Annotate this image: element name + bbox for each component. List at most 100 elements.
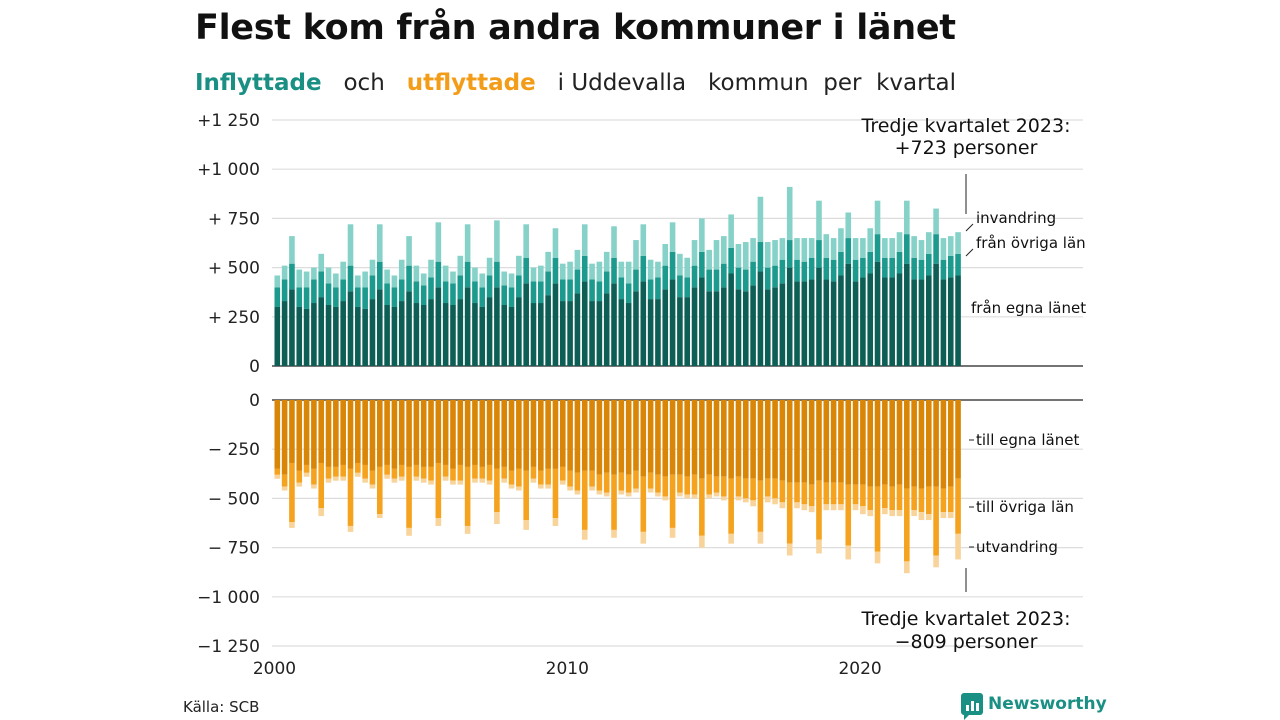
bar-out-egna (874, 400, 881, 487)
bar-out-egna (362, 400, 368, 465)
bar-out-egna (311, 400, 317, 469)
bar-in-egna (757, 271, 764, 366)
bar-in-invandring (713, 240, 720, 270)
bar-out-utvandring (538, 484, 544, 489)
bar-in-ovriga (933, 234, 939, 264)
bar-in-invandring (750, 238, 756, 262)
bar-out-utvandring (398, 476, 405, 481)
bar-out-egna (523, 400, 529, 471)
bar-in-invandring (625, 261, 632, 284)
subtitle-och: och (343, 70, 385, 96)
bar-in-invandring (508, 273, 515, 288)
bar-out-utvandring (889, 510, 895, 517)
bar-out-ovriga (442, 464, 449, 477)
bar-out-egna (530, 400, 537, 467)
bar-out-egna (816, 400, 822, 481)
bar-out-ovriga (281, 474, 288, 487)
bar-out-ovriga (896, 484, 903, 511)
bar-out-utvandring (794, 502, 800, 509)
bar-out-egna (808, 400, 815, 485)
bar-out-ovriga (794, 482, 800, 503)
bar-out-ovriga (845, 484, 852, 546)
bar-out-egna (464, 400, 471, 467)
bar-in-ovriga (538, 281, 544, 304)
bar-in-invandring (896, 232, 903, 252)
bar-out-utvandring (347, 525, 354, 532)
bar-in-invandring (596, 261, 603, 282)
bar-out-ovriga (479, 466, 486, 479)
bar-out-egna (904, 400, 910, 489)
bar-in-ovriga (552, 257, 559, 284)
bar-out-ovriga (911, 486, 917, 511)
bar-in-ovriga (677, 275, 683, 298)
bar-out-ovriga (625, 474, 632, 493)
bar-out-ovriga (764, 478, 771, 497)
bar-in-ovriga (955, 253, 961, 276)
newsworthy-logo[interactable]: Newsworthy (961, 693, 1107, 720)
bar-in-egna (728, 273, 734, 366)
bar-out-utvandring (808, 506, 815, 513)
bar-out-utvandring (779, 502, 786, 509)
bar-out-ovriga (538, 470, 544, 485)
bar-in-egna (355, 306, 361, 366)
bar-out-ovriga (925, 486, 932, 515)
bar-in-ovriga (699, 251, 705, 278)
bar-out-ovriga (684, 476, 691, 495)
bar-out-ovriga (955, 478, 961, 534)
bar-in-invandring (823, 234, 830, 258)
bar-out-ovriga (391, 468, 398, 479)
bar-in-invandring (296, 269, 303, 288)
bar-out-egna (889, 400, 895, 487)
x-tick: 2020 (838, 659, 881, 679)
bar-out-ovriga (296, 470, 303, 483)
bar-in-ovriga (764, 267, 771, 290)
bar-in-invandring (757, 196, 764, 243)
bar-in-invandring (794, 238, 800, 260)
bar-in-egna (640, 281, 647, 366)
bar-out-ovriga (311, 468, 317, 485)
bar-out-utvandring (501, 478, 508, 483)
bar-in-invandring (633, 240, 639, 270)
bar-out-ovriga (574, 472, 581, 491)
bar-out-ovriga (589, 470, 595, 487)
bar-in-ovriga (772, 265, 778, 288)
bar-in-egna (559, 301, 566, 366)
bar-in-egna (464, 287, 471, 366)
label-fran-egna-lanet: från egna länet (971, 299, 1086, 317)
bar-out-utvandring (904, 561, 910, 574)
bar-in-ovriga (838, 251, 844, 276)
bar-out-ovriga (940, 488, 947, 513)
bar-in-invandring (860, 238, 866, 258)
bar-in-egna (706, 291, 712, 366)
bar-out-utvandring (677, 492, 683, 497)
bar-in-ovriga (486, 275, 493, 298)
bar-out-egna (552, 400, 559, 469)
bar-in-invandring (530, 267, 537, 282)
bar-out-ovriga (750, 478, 756, 501)
bar-out-egna (303, 400, 310, 465)
bar-out-egna (742, 400, 749, 479)
x-tick: 2010 (546, 659, 589, 679)
bar-out-egna (852, 400, 859, 485)
bar-in-invandring (464, 224, 471, 262)
bar-in-invandring (479, 273, 486, 288)
bar-out-utvandring (735, 496, 742, 501)
bar-out-utvandring (786, 543, 793, 556)
bar-out-utvandring (757, 531, 764, 544)
bar-out-egna (596, 400, 603, 475)
bar-in-ovriga (450, 283, 456, 305)
bar-out-egna (786, 400, 793, 483)
bar-out-utvandring (523, 520, 529, 530)
bar-in-invandring (589, 263, 595, 280)
bar-in-ovriga (882, 257, 888, 278)
bar-out-egna (574, 400, 581, 473)
bar-out-utvandring (603, 492, 610, 497)
bar-in-ovriga (896, 251, 903, 274)
bar-in-ovriga (303, 287, 310, 309)
bar-in-ovriga (852, 259, 859, 282)
bar-out-utvandring (508, 484, 515, 489)
bar-out-utvandring (860, 506, 866, 515)
bar-out-utvandring (442, 476, 449, 481)
bar-in-egna (794, 281, 800, 366)
bar-out-ovriga (618, 472, 625, 491)
